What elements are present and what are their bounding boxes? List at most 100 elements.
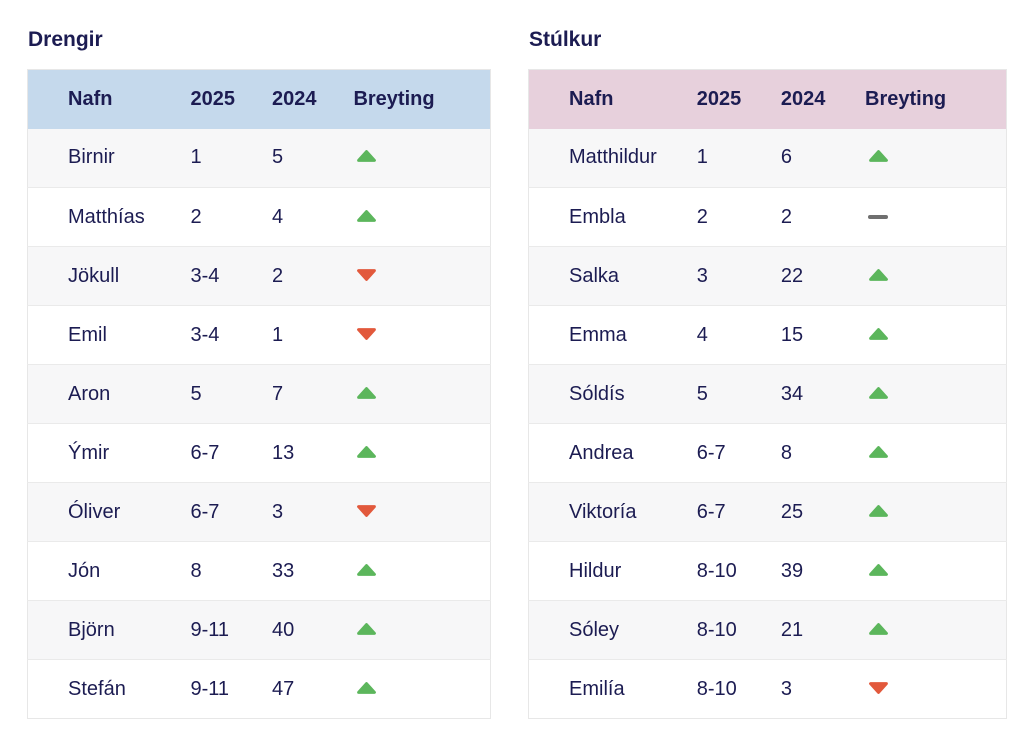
table-row: Björn 9-11 40 [27,600,491,660]
name-cell: Björn [68,618,115,641]
change-cell [353,129,490,188]
change-cell [353,542,490,601]
table-row: Birnir 1 5 [27,128,491,188]
table-row: Sóldís 5 34 [528,364,1007,424]
change-cell [353,188,490,247]
down-arrow-icon [356,327,377,341]
up-arrow-icon [356,149,377,163]
down-arrow-icon [868,681,889,695]
rank-2024-cell: 15 [780,323,804,346]
column-header-2024: 2024 [780,69,865,129]
column-header-2025: 2025 [190,69,272,129]
column-header-2025: 2025 [696,69,781,129]
rank-2024-cell: 5 [271,146,284,169]
rank-2024-cell: 6 [780,146,792,169]
up-arrow-icon [868,386,889,400]
rank-2024-cell: 3 [780,677,792,700]
rank-2025-cell: 5 [696,382,708,405]
name-cell: Emilía [569,677,625,700]
table-row: Salka 3 22 [528,246,1007,306]
column-header-nafn: Nafn [27,69,191,129]
rank-2024-cell: 13 [271,441,295,464]
change-cell [353,424,490,483]
table-row: Aron 5 7 [27,364,491,424]
change-cell [353,306,490,365]
boys-table: Nafn 2025 2024 Breyting Birnir 1 5 Matth… [27,69,491,719]
up-arrow-icon [356,445,377,459]
column-header-2024: 2024 [271,69,354,129]
name-cell: Matthías [68,205,145,228]
table-row: Emma 4 15 [528,305,1007,365]
boys-table-title: Drengir [28,28,103,51]
name-cell: Birnir [68,146,115,169]
rank-2025-cell: 5 [190,382,202,405]
up-arrow-icon [356,386,377,400]
table-row: Óliver 6-7 3 [27,482,491,542]
table-row: Emilía 8-10 3 [528,659,1007,719]
rank-2024-cell: 40 [271,618,295,641]
column-header-breyting: Breyting [865,69,1007,129]
rank-2025-cell: 8-10 [696,559,737,582]
rank-2024-cell: 2 [271,264,284,287]
rank-2024-cell: 22 [780,264,804,287]
up-arrow-icon [868,622,889,636]
rank-2025-cell: 1 [190,146,202,169]
name-cell: Ýmir [68,441,110,464]
change-cell [865,601,1007,660]
girls-table-title: Stúlkur [529,28,602,51]
change-cell [353,601,490,660]
change-cell [865,306,1007,365]
change-cell [865,542,1007,601]
girls-table: Nafn 2025 2024 Breyting Matthildur 1 6 E… [528,69,1007,719]
rank-2025-cell: 4 [696,323,708,346]
change-cell [353,660,490,719]
rank-2025-cell: 6-7 [696,500,726,523]
rank-2025-cell: 6-7 [190,500,220,523]
rank-2024-cell: 1 [271,323,284,346]
up-arrow-icon [356,563,377,577]
name-cell: Óliver [68,500,121,523]
rank-2024-cell: 33 [271,559,295,582]
rank-2025-cell: 1 [696,146,708,169]
rank-2025-cell: 3-4 [190,323,220,346]
name-cell: Matthildur [569,146,657,169]
change-cell [865,660,1007,719]
rank-2025-cell: 8-10 [696,677,737,700]
no-change-icon [868,215,888,220]
table-row: Viktoría 6-7 25 [528,482,1007,542]
table-row: Jökull 3-4 2 [27,246,491,306]
rank-2025-cell: 2 [190,205,202,228]
up-arrow-icon [356,681,377,695]
rank-2024-cell: 47 [271,677,295,700]
name-cell: Stefán [68,677,126,700]
rank-2024-cell: 21 [780,618,804,641]
change-cell [353,483,490,542]
boys-header-row: Nafn 2025 2024 Breyting [27,69,491,129]
up-arrow-icon [868,327,889,341]
table-row: Embla 2 2 [528,187,1007,247]
rank-2024-cell: 39 [780,559,804,582]
up-arrow-icon [868,268,889,282]
name-cell: Sóley [569,618,620,641]
name-cell: Aron [68,382,111,405]
change-cell [865,365,1007,424]
rank-2024-cell: 25 [780,500,804,523]
change-cell [865,129,1007,188]
name-cell: Jökull [68,264,120,287]
change-cell [353,247,490,306]
change-cell [865,247,1007,306]
change-cell [353,365,490,424]
column-header-nafn: Nafn [528,69,697,129]
down-arrow-icon [356,268,377,282]
rank-2024-cell: 7 [271,382,284,405]
up-arrow-icon [356,622,377,636]
rank-2025-cell: 3-4 [190,264,220,287]
up-arrow-icon [868,445,889,459]
girls-header-row: Nafn 2025 2024 Breyting [528,69,1007,129]
table-row: Matthildur 1 6 [528,128,1007,188]
rank-2025-cell: 3 [696,264,708,287]
name-cell: Salka [569,264,620,287]
table-row: Hildur 8-10 39 [528,541,1007,601]
table-row: Andrea 6-7 8 [528,423,1007,483]
